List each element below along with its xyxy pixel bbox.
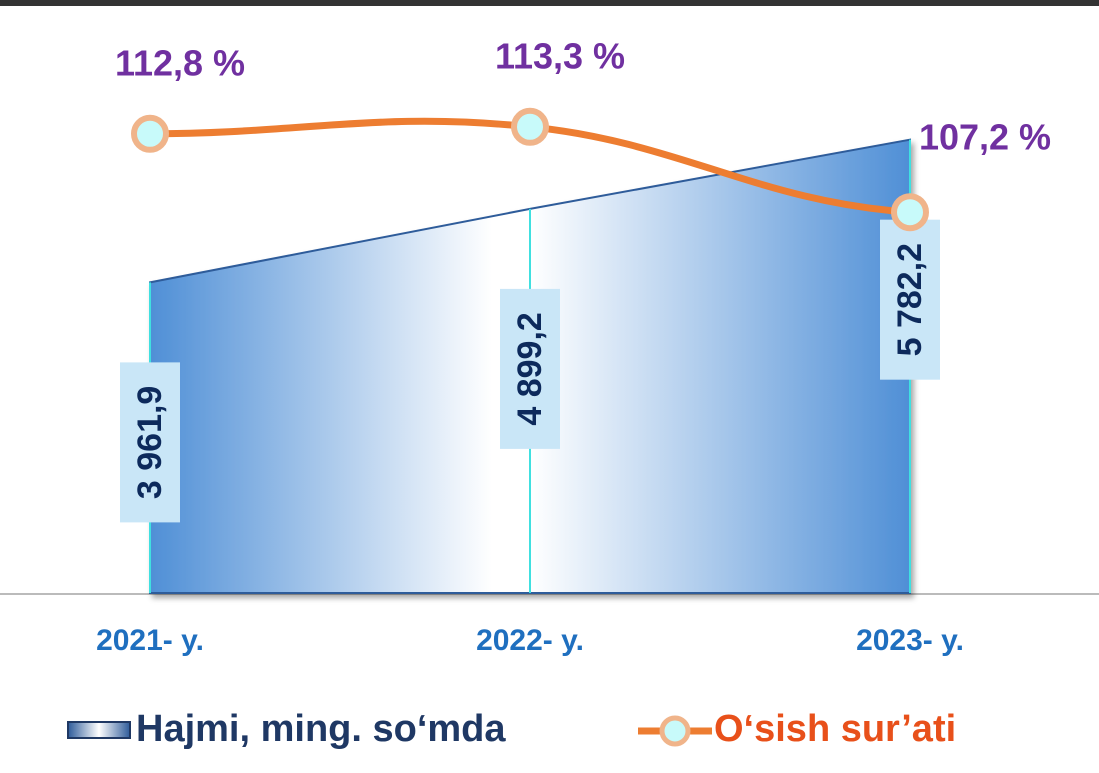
value-label: 5 782,2 xyxy=(891,243,929,356)
value-label-group: 4 899,2 xyxy=(500,288,560,449)
x-tick-label: 2021- y. xyxy=(96,624,204,657)
line-value-label: 113,3 % xyxy=(495,35,625,76)
line-value-label: 107,2 % xyxy=(919,117,1051,158)
top-bar xyxy=(0,0,1099,6)
marker xyxy=(511,107,549,146)
marker xyxy=(131,114,169,153)
value-label: 3 961,9 xyxy=(131,386,169,499)
value-label-group: 3 961,9 xyxy=(120,362,180,523)
value-label: 4 899,2 xyxy=(511,312,549,425)
marker xyxy=(891,193,929,232)
x-tick-label: 2022- y. xyxy=(476,624,584,657)
legend-swatch xyxy=(67,721,131,739)
x-tick-label: 2023- y. xyxy=(856,624,964,657)
line-value-label: 112,8 % xyxy=(115,42,245,83)
value-label-group: 5 782,2 xyxy=(880,219,940,380)
value-label-bg xyxy=(880,219,940,380)
legend-label: Hajmi, ming. so‘mda xyxy=(136,708,506,750)
value-label-bg xyxy=(500,288,560,449)
value-label-bg xyxy=(120,362,180,523)
legend-marker xyxy=(659,715,691,747)
legend-label: O‘sish sur’ati xyxy=(714,708,956,750)
